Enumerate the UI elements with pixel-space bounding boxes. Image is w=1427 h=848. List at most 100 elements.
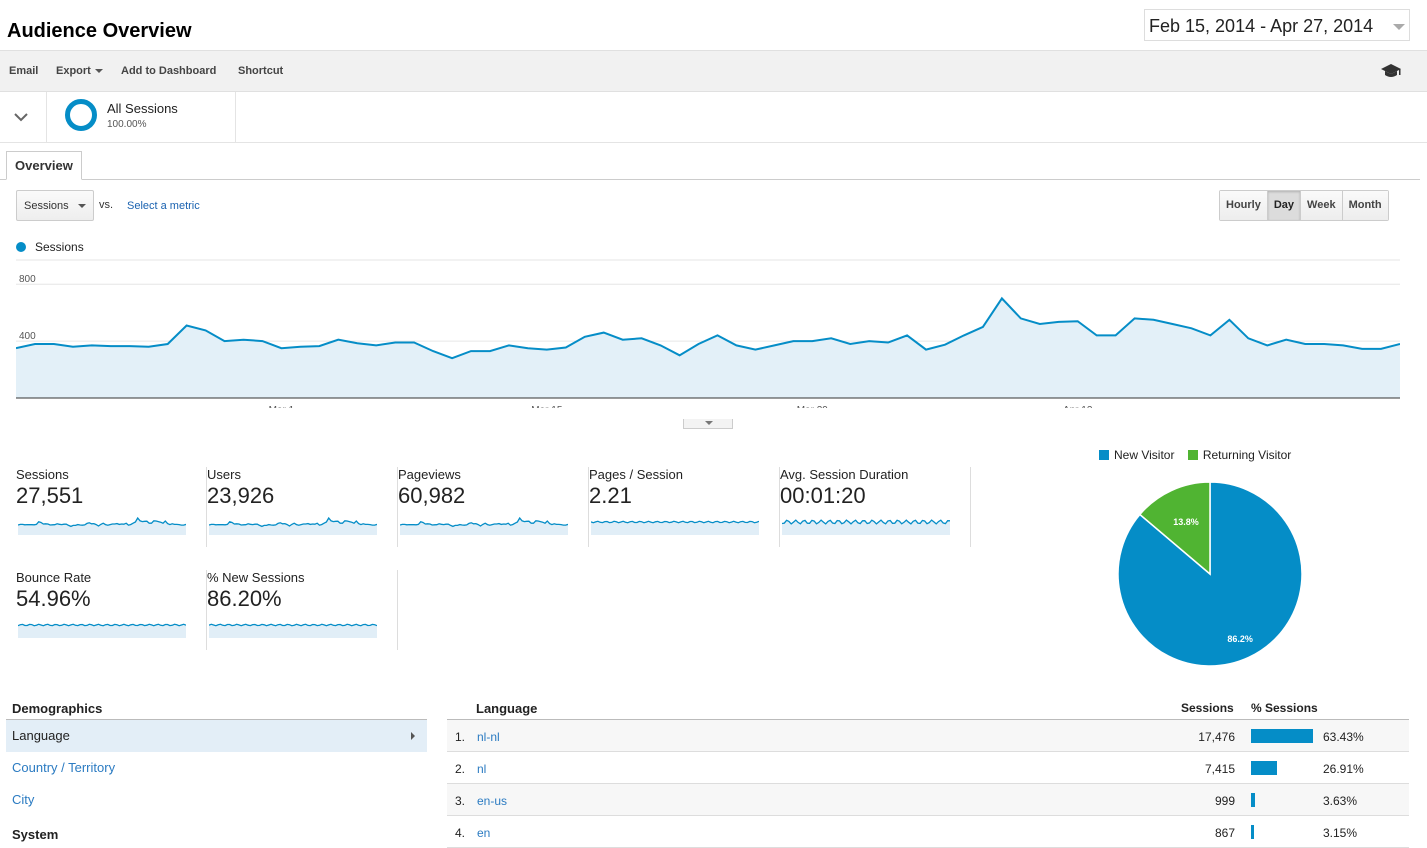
scorecard[interactable]: Avg. Session Duration 00:01:20 xyxy=(780,467,971,547)
sparkline-line xyxy=(18,516,186,528)
demographics-item-city[interactable]: City xyxy=(12,792,35,807)
x-tick-label: Mar 1 xyxy=(269,405,295,408)
scorecard-label: Sessions xyxy=(16,467,69,482)
scorecard-sparkline xyxy=(400,516,568,535)
y-tick-label: 400 xyxy=(19,331,36,342)
chart-collapse-handle[interactable] xyxy=(683,419,733,429)
sparkline-area xyxy=(591,521,759,535)
add-to-dashboard-button[interactable]: Add to Dashboard xyxy=(121,65,217,77)
series-area xyxy=(16,298,1400,398)
pct-value: 26.91% xyxy=(1323,762,1364,776)
legend-sessions[interactable]: Sessions xyxy=(35,240,84,254)
segment-toggle[interactable] xyxy=(0,92,47,142)
table-row: 3. en-us 999 3.63% xyxy=(447,784,1409,816)
segment-card[interactable]: All Sessions 100.00% xyxy=(47,92,236,142)
x-tick-label: Apr 12 xyxy=(1063,405,1093,408)
granularity-day-button[interactable]: Day xyxy=(1267,191,1302,220)
granularity-month-button[interactable]: Month xyxy=(1342,191,1388,220)
column-header-language: Language xyxy=(476,701,538,716)
scorecard-value: 54.96% xyxy=(16,586,91,611)
granularity-hourly-button[interactable]: Hourly xyxy=(1220,191,1268,220)
scorecard-label: Pageviews xyxy=(398,467,461,482)
demographics-heading: Demographics xyxy=(12,701,103,716)
divider xyxy=(447,719,1409,720)
pie-legend: New Visitor Returning Visitor xyxy=(1099,448,1291,462)
sparkline-area xyxy=(209,624,377,638)
y-tick-label: 800 xyxy=(19,274,36,285)
vs-label: vs. xyxy=(99,199,114,211)
select-metric-link[interactable]: Select a metric xyxy=(127,200,200,212)
pie-slice-returning-visitor[interactable] xyxy=(1138,481,1211,576)
scorecard-label: Users xyxy=(207,467,241,482)
table-row: 2. nl 7,415 26.91% xyxy=(447,752,1409,784)
pct-value: 3.15% xyxy=(1323,826,1358,840)
demographics-item-language[interactable]: Language xyxy=(6,720,427,752)
date-range-picker[interactable]: Feb 15, 2014 - Apr 27, 2014 xyxy=(1144,9,1410,41)
divider xyxy=(6,719,427,720)
language-link[interactable]: nl-nl xyxy=(477,730,500,744)
language-link[interactable]: nl xyxy=(477,762,487,776)
shortcut-button[interactable]: Shortcut xyxy=(238,65,284,77)
tab-divider xyxy=(0,179,1420,180)
scorecard-sparkline xyxy=(209,516,377,535)
system-heading: System xyxy=(12,827,59,842)
language-link[interactable]: en xyxy=(477,826,491,840)
pie-slice-new-visitor[interactable] xyxy=(1117,481,1303,667)
scorecard[interactable]: Pages / Session 2.21 xyxy=(589,467,780,547)
chevron-down-icon xyxy=(94,69,103,74)
column-header-pct-sessions: % Sessions xyxy=(1251,701,1318,715)
table-row: 1. nl-nl 17,476 63.43% xyxy=(447,720,1409,752)
pct-value: 63.43% xyxy=(1323,730,1364,744)
scorecard-value: 27,551 xyxy=(16,483,84,508)
graduation-cap-icon[interactable] xyxy=(1381,63,1401,79)
sparkline-line xyxy=(591,520,759,524)
column-header-sessions: Sessions xyxy=(1181,701,1234,715)
chevron-down-icon xyxy=(1393,24,1405,30)
chevron-right-icon xyxy=(411,732,415,740)
row-index: 1. xyxy=(455,730,466,744)
sessions-value: 867 xyxy=(1214,826,1235,840)
date-range-label: Feb 15, 2014 - Apr 27, 2014 xyxy=(1149,16,1374,36)
legend-returning-visitor[interactable]: Returning Visitor xyxy=(1187,448,1291,462)
scorecard[interactable]: Sessions 27,551 xyxy=(16,467,207,547)
export-button[interactable]: Export xyxy=(56,65,103,77)
chevron-down-icon xyxy=(705,421,713,425)
scorecard-value: 86.20% xyxy=(207,586,282,611)
email-button[interactable]: Email xyxy=(9,65,39,77)
granularity-week-button[interactable]: Week xyxy=(1301,191,1343,220)
segment-percent: 100.00% xyxy=(107,119,147,130)
scorecard-label: Pages / Session xyxy=(589,467,683,482)
scorecard[interactable]: Bounce Rate 54.96% xyxy=(16,570,207,650)
report-toolbar: Email Export Add to Dashboard Shortcut xyxy=(0,50,1427,92)
x-tick-label: Mar 15 xyxy=(531,405,563,408)
sparkline-line xyxy=(209,516,377,528)
sessions-value: 17,476 xyxy=(1198,730,1235,744)
scorecard[interactable]: Users 23,926 xyxy=(207,467,398,547)
metric-select[interactable]: Sessions xyxy=(16,190,94,221)
pct-bar xyxy=(1251,793,1255,807)
tab-overview[interactable]: Overview xyxy=(6,151,82,180)
swatch-icon xyxy=(1187,450,1198,460)
scorecard-value: 23,926 xyxy=(207,483,275,508)
table-row: 4. en 867 3.15% xyxy=(447,816,1409,848)
scorecard[interactable]: Pageviews 60,982 xyxy=(398,467,589,547)
sparkline-area xyxy=(782,520,950,535)
pct-value: 3.63% xyxy=(1323,794,1358,808)
sparkline-line xyxy=(18,623,186,627)
export-label: Export xyxy=(56,65,91,77)
swatch-icon xyxy=(1099,450,1109,460)
series-line-sessions[interactable] xyxy=(16,296,1400,360)
sparkline-area xyxy=(209,518,377,535)
segment-name: All Sessions xyxy=(107,101,178,116)
language-link[interactable]: en-us xyxy=(477,794,508,808)
scorecard-sparkline xyxy=(782,519,950,535)
scorecard[interactable]: % New Sessions 86.20% xyxy=(207,570,398,650)
sessions-line-chart[interactable]: 800 400 Mar 1 Mar 15 Mar 29 Apr 12 xyxy=(16,258,1400,408)
sparkline-area xyxy=(400,518,568,535)
legend-new-visitor[interactable]: New Visitor xyxy=(1099,448,1174,462)
pie-slice-label: 13.8% xyxy=(1173,517,1199,527)
pie-slice-label: 86.2% xyxy=(1227,634,1253,644)
granularity-toggle: Hourly Day Week Month xyxy=(1219,190,1389,221)
visitor-pie-chart[interactable]: 86.2% 13.8% xyxy=(1110,474,1310,674)
demographics-item-country[interactable]: Country / Territory xyxy=(12,760,116,775)
